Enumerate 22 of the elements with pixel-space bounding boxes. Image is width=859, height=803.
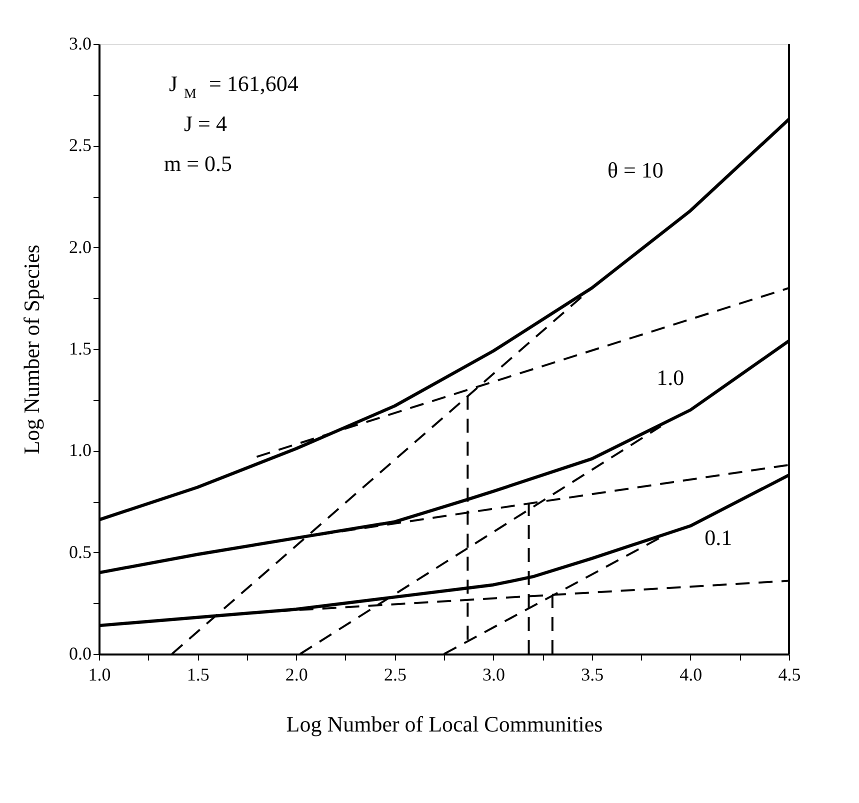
x-tick-label: 3.0 — [482, 664, 506, 684]
x-tick-label: 3.5 — [581, 664, 604, 684]
annotation: J = 4 — [184, 111, 227, 136]
y-tick-label: 0.5 — [69, 542, 92, 562]
annotation: m = 0.5 — [164, 151, 232, 176]
x-tick-label: 1.0 — [88, 664, 111, 684]
series-label: θ = 10 — [607, 158, 664, 183]
y-tick-label: 2.5 — [69, 135, 92, 156]
y-axis-title: Log Number of Species — [19, 244, 44, 454]
x-tick-label: 4.0 — [680, 664, 702, 684]
series-label: 1.0 — [656, 365, 684, 390]
y-tick-label: 1.0 — [69, 440, 92, 460]
x-tick-label: 4.5 — [778, 664, 801, 684]
x-tick-label: 2.0 — [285, 664, 308, 684]
series-label: 0.1 — [704, 524, 732, 550]
x-axis-title: Log Number of Local Communities — [286, 712, 603, 736]
y-tick-label: 2.0 — [69, 236, 92, 257]
x-tick-label: 2.5 — [384, 664, 406, 684]
y-tick-label: 3.0 — [69, 34, 92, 54]
y-tick-label: 1.5 — [69, 338, 92, 358]
x-tick-label: 1.5 — [186, 664, 210, 684]
y-tick-label: 0.0 — [69, 644, 92, 664]
